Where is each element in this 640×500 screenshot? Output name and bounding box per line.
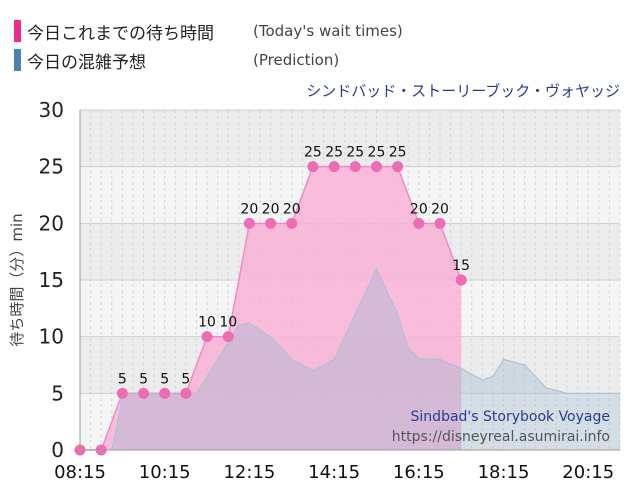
legend-item-today: 今日これまでの待ち時間 (Today's wait times) bbox=[14, 19, 403, 44]
data-point-today bbox=[455, 274, 467, 286]
data-label-today: 20 bbox=[262, 201, 280, 217]
data-point-today bbox=[307, 161, 319, 173]
y-tick-label: 15 bbox=[39, 268, 64, 292]
data-label-today: 25 bbox=[304, 145, 322, 161]
data-label-today: 10 bbox=[198, 315, 216, 331]
legend-swatch-prediction bbox=[14, 49, 21, 71]
x-tick-label: 08:15 bbox=[54, 462, 106, 483]
ride-title: シンドバッド・ストーリーブック・ヴォヤッジ bbox=[306, 82, 620, 100]
data-label-today: 25 bbox=[389, 145, 407, 161]
data-point-today bbox=[159, 387, 171, 399]
data-label-today: 25 bbox=[346, 145, 364, 161]
data-point-today bbox=[328, 161, 340, 173]
legend-label-prediction: 今日の混雑予想 bbox=[27, 52, 146, 73]
series-line-prediction bbox=[111, 267, 620, 451]
data-point-today bbox=[138, 387, 150, 399]
data-point-today bbox=[349, 161, 361, 173]
data-label-today: 25 bbox=[325, 145, 343, 161]
data-point-today bbox=[201, 331, 213, 343]
x-tick-label: 12:15 bbox=[223, 462, 275, 483]
x-tick-label: 20:15 bbox=[562, 462, 614, 483]
plot-band bbox=[80, 110, 620, 167]
y-tick-label: 30 bbox=[39, 98, 64, 122]
x-tick-label: 14:15 bbox=[308, 462, 360, 483]
data-label-today: 10 bbox=[219, 315, 237, 331]
data-label-today: 20 bbox=[283, 201, 301, 217]
data-point-today bbox=[392, 161, 404, 173]
data-label-today: 20 bbox=[410, 201, 428, 217]
legend-item-prediction: 今日の混雑予想 (Prediction) bbox=[14, 48, 340, 73]
legend-note-today: (Today's wait times) bbox=[253, 22, 403, 40]
data-label-today: 5 bbox=[160, 371, 169, 387]
watermark-url: https://disneyreal.asumirai.info bbox=[392, 429, 610, 445]
data-label-today: 20 bbox=[431, 201, 449, 217]
legend-note-prediction: (Prediction) bbox=[253, 51, 340, 69]
data-label-today: 5 bbox=[118, 371, 127, 387]
data-label-today: 15 bbox=[452, 258, 470, 274]
series-area-prediction bbox=[111, 268, 620, 450]
data-point-today bbox=[370, 161, 382, 173]
data-label-today: 5 bbox=[139, 371, 148, 387]
data-point-today bbox=[434, 217, 446, 229]
data-label-today: 25 bbox=[368, 145, 386, 161]
y-axis-label: 待ち時間（分）min bbox=[8, 213, 26, 346]
data-point-today bbox=[243, 217, 255, 229]
legend-swatch-today bbox=[14, 20, 21, 42]
y-tick-label: 10 bbox=[39, 325, 64, 349]
data-point-today bbox=[265, 217, 277, 229]
y-tick-label: 0 bbox=[51, 438, 64, 462]
legend-label-today: 今日これまでの待ち時間 bbox=[27, 23, 214, 44]
y-tick-label: 5 bbox=[51, 381, 64, 405]
data-point-today bbox=[286, 217, 298, 229]
data-point-today bbox=[222, 331, 234, 343]
x-tick-label: 18:15 bbox=[478, 462, 530, 483]
data-point-today bbox=[413, 217, 425, 229]
data-label-today: 5 bbox=[181, 371, 190, 387]
data-point-today bbox=[116, 387, 128, 399]
data-label-today: 20 bbox=[240, 201, 258, 217]
x-tick-label: 16:15 bbox=[393, 462, 445, 483]
y-tick-label: 20 bbox=[39, 211, 64, 235]
data-point-today bbox=[180, 387, 192, 399]
watermark-title: Sindbad's Storybook Voyage bbox=[411, 409, 610, 425]
x-tick-label: 10:15 bbox=[139, 462, 191, 483]
series-area-today bbox=[80, 166, 462, 450]
y-tick-label: 25 bbox=[39, 155, 64, 179]
